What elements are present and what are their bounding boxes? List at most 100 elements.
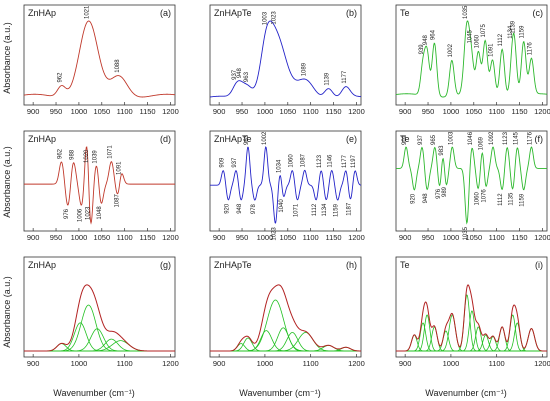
x-tick-label-e-1150: 1150 [325, 233, 341, 242]
x-tick-label-f-1200: 1200 [534, 233, 550, 242]
spectrum-line-a [23, 20, 176, 98]
peak-label-e-1071: 1071 [293, 203, 299, 217]
peak-label-f-1069: 1069 [478, 136, 484, 150]
x-tick-label-f-1050: 1050 [465, 233, 482, 242]
y-axis-title-row-1: Absorbance (a.u.) [2, 22, 12, 94]
peak-label-e-1002: 1002 [262, 131, 268, 145]
panel-letter-a: (a) [160, 8, 171, 18]
peak-label-f-1046: 1046 [468, 131, 474, 145]
peak-label-e-978: 978 [251, 203, 257, 214]
peak-label-c-948: 948 [423, 34, 429, 45]
peak-label-d-988: 988 [69, 149, 75, 160]
peak-label-d-1039: 1039 [93, 150, 99, 164]
peak-label-f-1135: 1135 [509, 192, 515, 206]
panel-title-i: Te [400, 260, 410, 270]
peak-label-f-920: 920 [410, 193, 416, 204]
x-tick-label-b-1150: 1150 [325, 107, 341, 116]
peak-label-e-1134: 1134 [322, 203, 328, 217]
fit-total-g [24, 284, 175, 352]
x-tick-label-b-1050: 1050 [279, 107, 296, 116]
panel-e: ZnHApTe (e) 900 950 1000 1050 1100 1150 1200 909 9… [209, 130, 365, 242]
panel-letter-h: (h) [346, 260, 357, 270]
peak-label-b-1177: 1177 [342, 70, 348, 84]
x-tick-label-f-900: 900 [399, 233, 412, 242]
fit-component-h-5 [210, 332, 361, 352]
peak-label-b-1003: 1003 [262, 11, 268, 25]
panel-frame-e [209, 130, 362, 232]
x-tick-label-a-1050: 1050 [93, 107, 110, 116]
peak-label-e-937: 937 [232, 157, 238, 168]
panel-a: ZnHAp (a) 900 950 1000 1050 1100 1150 1200 962 102… [23, 4, 179, 116]
panel-letter-c: (c) [533, 8, 544, 18]
panel-frame-c [395, 4, 548, 106]
x-tick-label-a-900: 900 [27, 107, 40, 116]
x-tick-label-a-1000: 1000 [71, 107, 88, 116]
spectrum-line-c [395, 20, 548, 98]
peak-label-b-963: 963 [244, 71, 250, 82]
peak-label-f-1003: 1003 [448, 131, 454, 145]
x-tick-label-d-1050: 1050 [93, 233, 110, 242]
x-tick-label-e-900: 900 [213, 233, 226, 242]
peak-label-e-1060: 1060 [288, 154, 294, 168]
peak-label-d-1020: 1020 [84, 149, 90, 163]
x-tick-label-e-1100: 1100 [303, 233, 319, 242]
x-tick-label-h-1100: 1100 [303, 359, 319, 368]
peak-label-d-1048: 1048 [97, 206, 103, 220]
fit-component-h-4 [210, 327, 361, 352]
peak-label-e-909: 909 [219, 157, 225, 168]
panel-c: Te (c) 900 950 1000 1050 1100 1150 1200 939948964… [395, 4, 550, 116]
peak-label-f-1159: 1159 [520, 193, 526, 207]
peak-label-c-939: 939 [419, 44, 425, 55]
peak-label-f-1076: 1076 [482, 189, 488, 203]
panel-letter-e: (e) [346, 134, 357, 144]
peak-label-c-1045: 1045 [467, 29, 473, 43]
fit-component-i-7 [396, 310, 547, 352]
x-tick-label-b-1100: 1100 [303, 107, 319, 116]
x-tick-label-a-950: 950 [50, 107, 63, 116]
peak-label-e-1177: 1177 [342, 154, 348, 168]
panel-letter-d: (d) [160, 134, 171, 144]
fit-component-g-0 [24, 343, 175, 352]
peak-label-d-976: 976 [64, 208, 70, 219]
panel-frame-i [395, 256, 548, 358]
peak-label-a-1088: 1088 [115, 59, 121, 73]
panel-i: Te (i) 900 1000 1100 1200 [395, 256, 550, 368]
x-tick-label-h-1000: 1000 [257, 359, 274, 368]
peak-label-c-1035: 1035 [463, 5, 469, 19]
peak-label-f-1176: 1176 [527, 131, 533, 145]
panel-title-c: Te [400, 8, 410, 18]
x-axis-title-col-2: Wavenumber (cm⁻¹) [239, 388, 320, 398]
peak-label-c-1139: 1139 [511, 20, 517, 34]
fit-total-h [210, 284, 361, 352]
panel-letter-f: (f) [535, 134, 544, 144]
x-axis-title-col-1: Wavenumber (cm⁻¹) [53, 388, 134, 398]
fit-component-g-3 [24, 328, 175, 352]
peak-label-c-964: 964 [430, 29, 436, 40]
x-tick-label-d-1150: 1150 [139, 233, 155, 242]
peak-label-b-937: 937 [232, 69, 238, 80]
x-tick-label-e-950: 950 [236, 233, 249, 242]
x-tick-label-c-900: 900 [399, 107, 412, 116]
x-axis-title-col-3: Wavenumber (cm⁻¹) [425, 388, 506, 398]
peak-label-e-963: 963 [244, 134, 250, 145]
peak-label-b-1089: 1089 [302, 62, 308, 76]
panel-h: ZnHApTe (h) 900 1000 1100 1200 [209, 256, 365, 368]
panel-f: Te (f) 900 950 1000 1050 1100 1150 1200 902 920 937… [395, 130, 550, 242]
peak-label-d-1087: 1087 [115, 194, 121, 208]
peak-label-f-983: 983 [439, 145, 445, 156]
x-tick-label-c-1000: 1000 [443, 107, 460, 116]
peak-label-f-1145: 1145 [513, 131, 519, 145]
peak-label-c-1075: 1075 [481, 23, 487, 37]
peak-label-e-1123: 1123 [317, 154, 323, 168]
peak-label-f-976: 976 [436, 188, 442, 199]
y-axis-title-row-2: Absorbance (a.u.) [2, 146, 12, 218]
fit-component-i-14 [396, 328, 547, 352]
panel-frame-g [23, 256, 176, 358]
x-tick-label-c-1050: 1050 [465, 107, 482, 116]
spectrum-line-d [24, 146, 175, 225]
x-tick-label-a-1200: 1200 [162, 107, 179, 116]
x-tick-label-g-1200: 1200 [162, 359, 179, 368]
x-tick-label-a-1100: 1100 [117, 107, 133, 116]
panel-frame-b [209, 4, 362, 106]
